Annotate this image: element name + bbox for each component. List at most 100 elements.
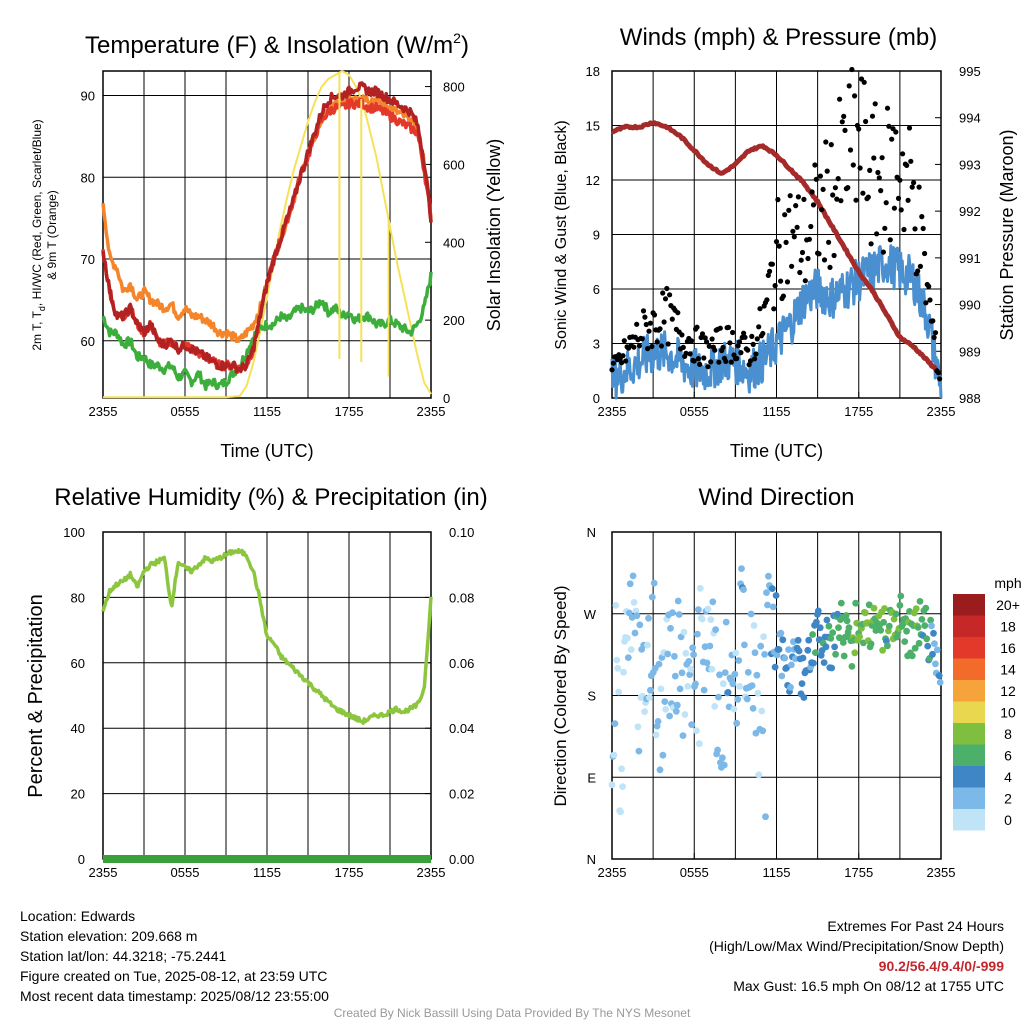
direction-point <box>829 629 837 636</box>
gust-point <box>727 340 733 346</box>
gust-point <box>901 226 907 233</box>
gust-point <box>772 283 778 289</box>
y-tick-label: W <box>584 607 597 622</box>
winds-chart: 0 3 6 9 12 15 18 988 989 990 991 992 993 994 995 2355 05… <box>553 24 1017 461</box>
direction-point <box>930 629 937 637</box>
direction-point <box>684 683 692 690</box>
gust-point <box>790 228 796 234</box>
gust-point <box>906 125 913 131</box>
gust-point <box>642 314 648 320</box>
gust-point <box>915 268 921 274</box>
direction-point <box>763 589 770 596</box>
direction-point <box>912 605 920 613</box>
direction-point <box>760 633 767 640</box>
direction-point <box>842 612 850 619</box>
gust-point <box>760 330 766 337</box>
direction-point <box>832 650 839 658</box>
gust-point <box>783 239 789 245</box>
gust-point <box>750 341 756 347</box>
direction-point <box>777 629 785 637</box>
gust-point <box>852 93 858 99</box>
x-tick-label: 1755 <box>335 865 364 880</box>
gust-point <box>827 264 833 270</box>
gust-point <box>893 129 899 135</box>
direction-point <box>655 660 663 668</box>
gust-point <box>754 336 760 342</box>
gust-point <box>805 255 811 262</box>
direction-point <box>700 686 708 694</box>
legend-swatch <box>953 658 985 680</box>
gust-point <box>882 225 888 231</box>
gust-point <box>828 142 834 148</box>
gust-point <box>823 139 829 145</box>
x-axis-title: Time (UTC) <box>730 441 823 461</box>
direction-point <box>641 708 648 715</box>
direction-point <box>736 682 743 690</box>
gust-point <box>640 308 647 314</box>
gust-point <box>680 344 686 350</box>
direction-point <box>758 707 766 715</box>
direction-point <box>929 650 936 658</box>
gust-point <box>878 188 884 194</box>
gust-point <box>660 290 666 296</box>
chart-title: Relative Humidity (%) & Precipitation (i… <box>54 484 487 511</box>
gust-point <box>634 321 640 327</box>
direction-point <box>689 644 696 652</box>
gust-point <box>868 241 874 247</box>
gust-point <box>861 79 867 85</box>
direction-point <box>775 646 783 653</box>
gust-point <box>876 175 882 181</box>
x-tick-label: 0555 <box>680 865 709 880</box>
y-tick-label: 3 <box>593 337 600 352</box>
direction-point <box>877 627 885 634</box>
direction-point <box>836 634 843 642</box>
series-line-station-pressure <box>610 120 941 376</box>
gust-point <box>832 185 839 191</box>
gust-point <box>887 237 893 243</box>
gust-point <box>654 339 660 345</box>
direction-point <box>800 694 808 701</box>
direction-point <box>798 680 806 687</box>
direction-point <box>928 622 935 630</box>
gust-point <box>694 324 700 330</box>
direction-point <box>861 609 869 617</box>
direction-point <box>698 615 706 623</box>
gust-point <box>816 251 822 257</box>
direction-point <box>788 661 795 669</box>
gust-point <box>847 147 854 153</box>
gust-point <box>810 202 817 208</box>
y2-tick-label: 200 <box>443 313 465 328</box>
direction-point <box>848 663 856 670</box>
gust-point <box>817 173 824 179</box>
gust-point <box>705 364 711 370</box>
y-tick-label: 100 <box>63 525 85 540</box>
x-tick-label: 1155 <box>253 404 281 419</box>
legend-label: 12 <box>1000 683 1016 699</box>
direction-point <box>884 642 891 650</box>
direction-point <box>916 598 924 605</box>
direction-point <box>809 631 816 638</box>
gust-point <box>867 167 873 173</box>
direction-point <box>843 617 851 625</box>
direction-point <box>706 642 714 650</box>
gust-point <box>821 257 828 263</box>
direction-point <box>675 611 683 618</box>
gust-point <box>891 205 898 211</box>
gust-point <box>874 231 880 237</box>
direction-point <box>757 642 765 650</box>
direction-point <box>671 652 678 660</box>
direction-point <box>618 765 625 773</box>
direction-point <box>620 668 627 676</box>
gust-point <box>708 359 714 365</box>
direction-point <box>712 626 719 633</box>
direction-point <box>791 655 799 662</box>
direction-point <box>762 813 769 821</box>
direction-point <box>711 703 719 710</box>
direction-point <box>851 649 859 657</box>
direction-point <box>831 643 838 651</box>
gust-point <box>717 325 723 331</box>
direction-point <box>676 685 684 693</box>
gust-point <box>841 113 847 119</box>
gust-point <box>865 194 871 200</box>
gust-point <box>701 355 707 361</box>
